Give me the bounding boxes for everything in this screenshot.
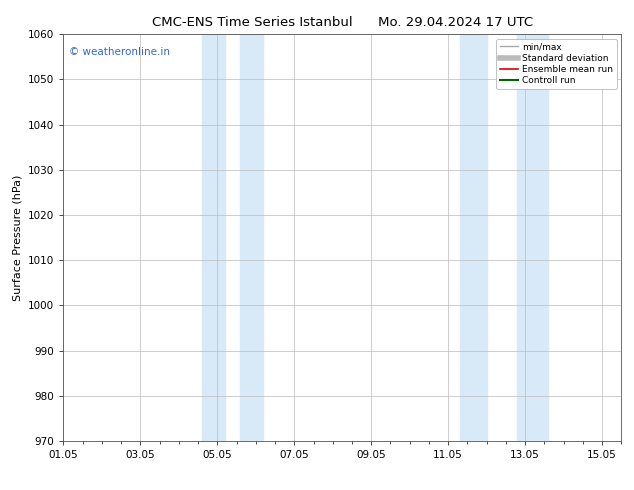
Legend: min/max, Standard deviation, Ensemble mean run, Controll run: min/max, Standard deviation, Ensemble me…: [496, 39, 617, 89]
Bar: [240, 34, 264, 441]
Bar: [202, 34, 225, 441]
Bar: [460, 34, 487, 441]
Bar: [517, 34, 548, 441]
Title: CMC-ENS Time Series Istanbul      Mo. 29.04.2024 17 UTC: CMC-ENS Time Series Istanbul Mo. 29.04.2…: [152, 16, 533, 29]
Y-axis label: Surface Pressure (hPa): Surface Pressure (hPa): [13, 174, 23, 301]
Text: © weatheronline.in: © weatheronline.in: [69, 47, 170, 56]
